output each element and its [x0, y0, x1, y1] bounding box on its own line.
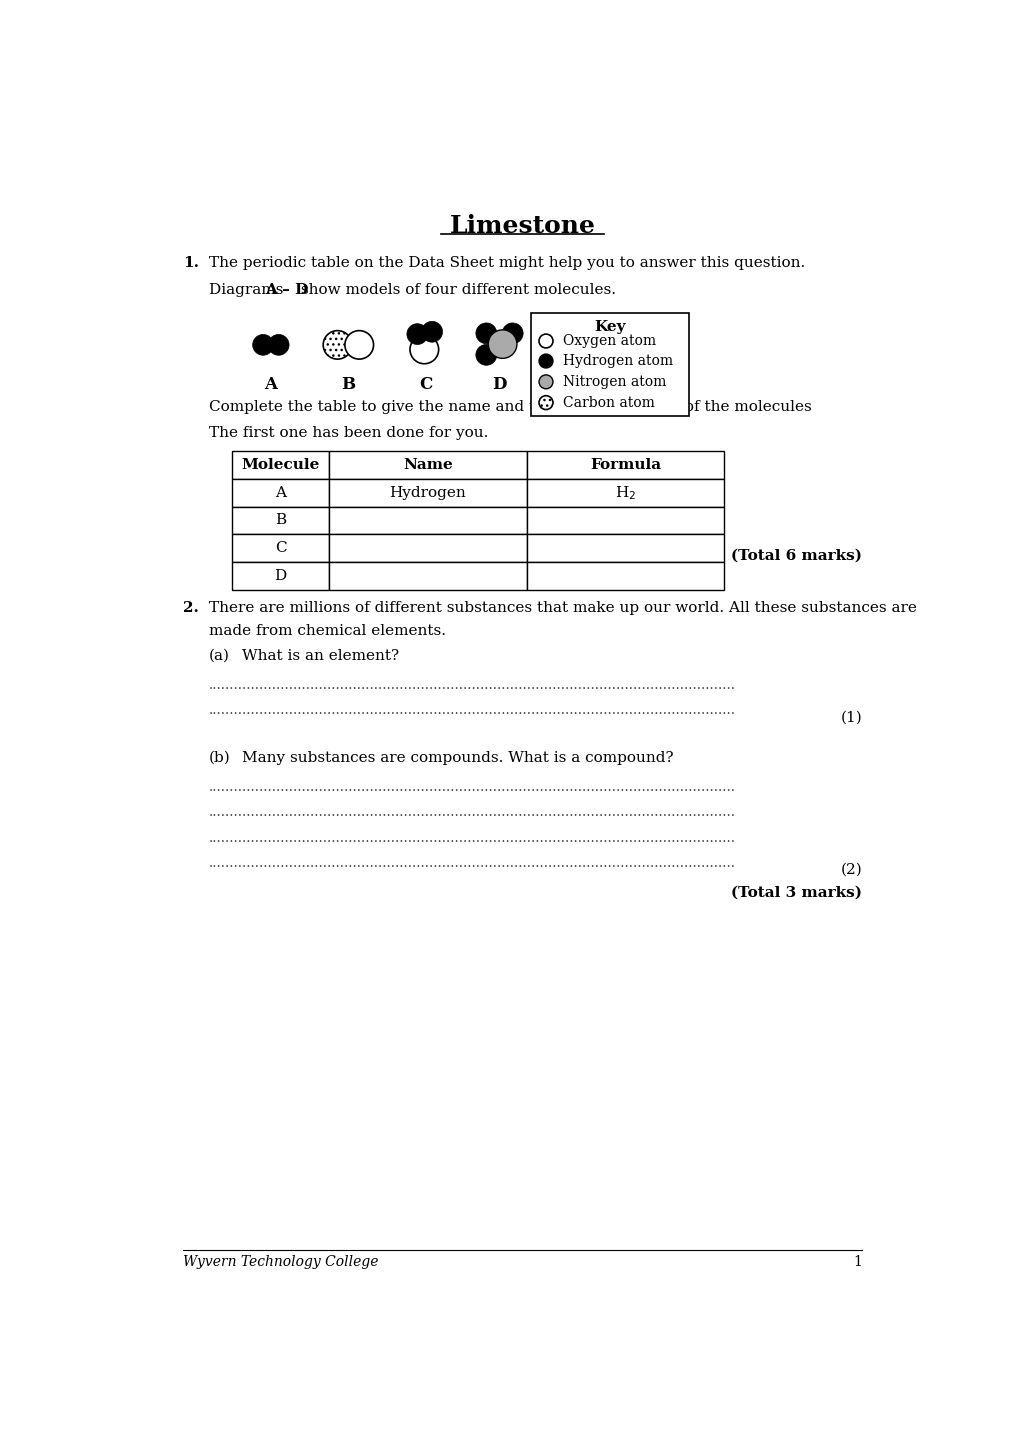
- Text: D: D: [274, 569, 286, 583]
- Text: Oxygen atom: Oxygen atom: [562, 333, 655, 348]
- Circle shape: [538, 395, 552, 410]
- Text: ................................................................................: ........................................…: [209, 831, 735, 844]
- Circle shape: [421, 322, 442, 342]
- Circle shape: [323, 330, 352, 359]
- Text: Complete the table to give the name and the formula of each of the molecules: Complete the table to give the name and …: [209, 400, 815, 414]
- Bar: [329, 452, 526, 479]
- Circle shape: [253, 335, 273, 355]
- Text: Carbon atom: Carbon atom: [562, 395, 654, 410]
- Text: D: D: [492, 375, 506, 392]
- Bar: [329, 561, 526, 590]
- Circle shape: [488, 330, 517, 358]
- Circle shape: [538, 375, 552, 388]
- Text: Diagrams: Diagrams: [209, 283, 287, 297]
- Bar: [232, 534, 329, 561]
- Text: (1): (1): [840, 710, 861, 724]
- Text: A: A: [275, 486, 285, 499]
- Circle shape: [538, 335, 552, 348]
- Text: Hydrogen atom: Hydrogen atom: [562, 354, 673, 368]
- Text: show models of four different molecules.: show models of four different molecules.: [296, 283, 615, 297]
- Bar: [232, 479, 329, 506]
- Text: 2.: 2.: [183, 600, 199, 615]
- Text: Hydrogen: Hydrogen: [389, 486, 466, 499]
- Text: ................................................................................: ........................................…: [209, 856, 735, 870]
- Text: The first one has been done for you.: The first one has been done for you.: [209, 426, 488, 440]
- Bar: [526, 506, 723, 534]
- Circle shape: [407, 323, 427, 345]
- Circle shape: [476, 323, 496, 343]
- Text: (Total 3 marks): (Total 3 marks): [731, 886, 861, 899]
- Bar: [526, 479, 723, 506]
- Text: C: C: [419, 375, 432, 392]
- Text: What is an element?: What is an element?: [242, 649, 398, 662]
- Text: ................................................................................: ........................................…: [209, 703, 735, 717]
- Text: .: .: [672, 400, 677, 414]
- Circle shape: [344, 330, 373, 359]
- Text: H$_2$: H$_2$: [614, 483, 636, 502]
- Text: Formula: Formula: [589, 457, 660, 472]
- Text: (Total 6 marks): (Total 6 marks): [731, 548, 861, 563]
- Text: A: A: [264, 375, 277, 392]
- Text: Key: Key: [594, 320, 625, 335]
- Circle shape: [268, 335, 288, 355]
- Text: ................................................................................: ........................................…: [209, 678, 735, 691]
- Bar: [329, 534, 526, 561]
- Bar: [526, 452, 723, 479]
- Text: Limestone: Limestone: [449, 214, 595, 238]
- Text: ................................................................................: ........................................…: [209, 805, 735, 820]
- Text: made from chemical elements.: made from chemical elements.: [209, 623, 445, 638]
- Bar: [526, 534, 723, 561]
- Bar: [526, 561, 723, 590]
- Text: B: B: [341, 375, 355, 392]
- Bar: [530, 313, 689, 417]
- Text: B: B: [275, 514, 286, 528]
- Bar: [232, 506, 329, 534]
- Text: 1.: 1.: [183, 257, 199, 270]
- Circle shape: [538, 354, 552, 368]
- Text: A – D: A – D: [264, 283, 308, 297]
- Text: A – D: A – D: [641, 400, 684, 414]
- Circle shape: [410, 335, 438, 364]
- Bar: [232, 452, 329, 479]
- Text: 1: 1: [853, 1255, 861, 1268]
- Text: The periodic table on the Data Sheet might help you to answer this question.: The periodic table on the Data Sheet mig…: [209, 257, 804, 270]
- Text: C: C: [274, 541, 286, 556]
- Text: ................................................................................: ........................................…: [209, 779, 735, 794]
- Bar: [329, 479, 526, 506]
- Circle shape: [501, 323, 523, 343]
- Text: (2): (2): [840, 863, 861, 876]
- Bar: [232, 561, 329, 590]
- Text: Many substances are compounds. What is a compound?: Many substances are compounds. What is a…: [242, 750, 674, 765]
- Text: (a): (a): [209, 649, 229, 662]
- Text: Molecule: Molecule: [242, 457, 319, 472]
- Text: There are millions of different substances that make up our world. All these sub: There are millions of different substanc…: [209, 600, 916, 615]
- Text: (b): (b): [209, 750, 230, 765]
- Text: Name: Name: [403, 457, 452, 472]
- Text: Wyvern Technology College: Wyvern Technology College: [183, 1255, 378, 1268]
- Circle shape: [476, 345, 496, 365]
- Text: Nitrogen atom: Nitrogen atom: [562, 375, 665, 388]
- Bar: [329, 506, 526, 534]
